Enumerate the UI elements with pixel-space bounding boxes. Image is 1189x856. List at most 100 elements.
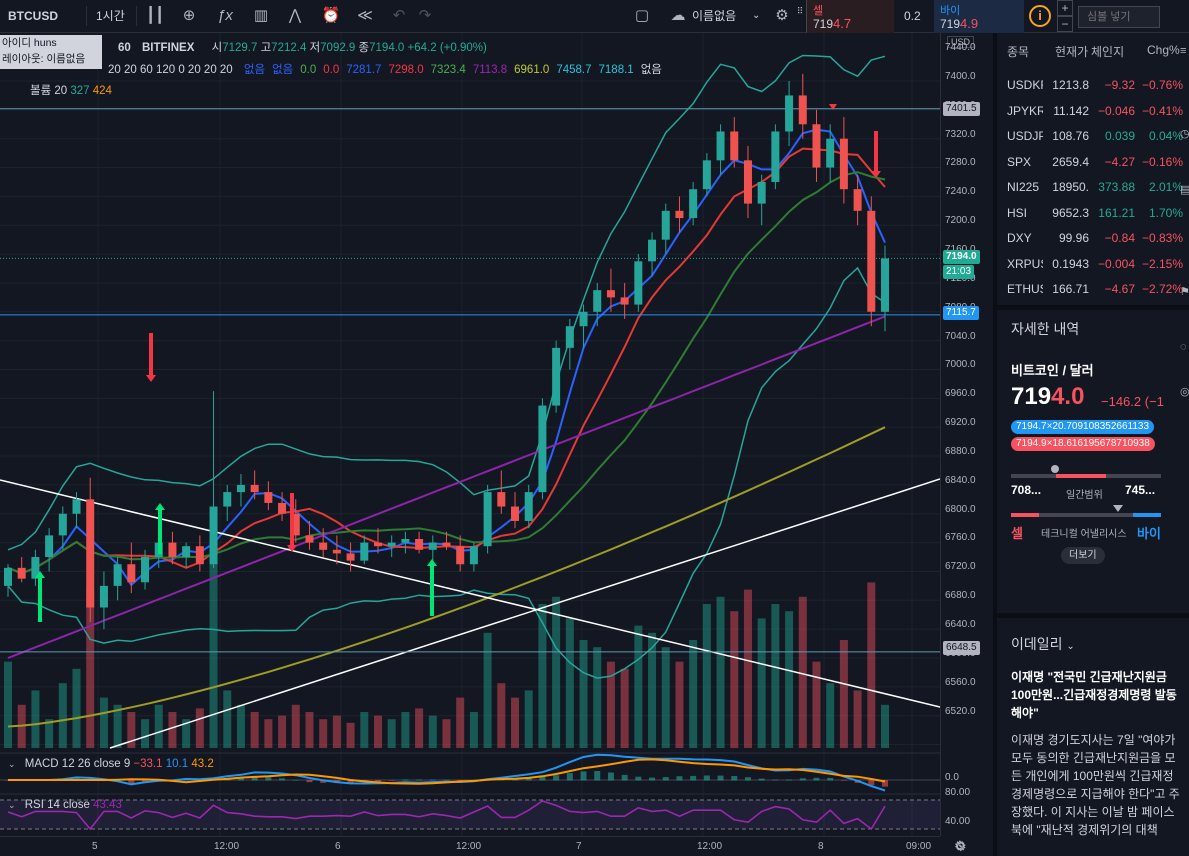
info-icon[interactable]: i (1029, 5, 1051, 27)
interval-button[interactable]: 1시간 (96, 9, 125, 23)
templates-icon[interactable]: ⋀ (288, 7, 302, 24)
cloud-icon[interactable]: ☁ (670, 7, 686, 24)
candle-body (565, 326, 574, 348)
rsi-collapse-icon[interactable]: ⌄ (8, 800, 16, 810)
replay-icon[interactable]: ≪ (357, 7, 373, 24)
wl-price: 18950. (1052, 180, 1089, 194)
legend-close: 7194.0 (369, 42, 405, 54)
layout-chevron-icon[interactable]: ⌄ (752, 10, 761, 21)
price-axis[interactable]: USD 7440.07400.07360.07320.07280.07240.0… (940, 33, 992, 836)
compare-add-icon[interactable]: ⊕ (182, 7, 196, 24)
wl-change: 0.039 (1104, 129, 1135, 143)
sell-button[interactable]: 셀 7194.7 (806, 0, 894, 33)
axis-settings-icon[interactable]: ⚙ (955, 839, 967, 854)
wl-symbol: SPX (1007, 154, 1032, 169)
more-button[interactable]: 더보기 (1061, 547, 1105, 564)
header-change: 체인지 (1091, 45, 1125, 59)
y-tick: 7320.0 (945, 128, 976, 140)
buy-button[interactable]: 바이 7194.9 (934, 0, 1024, 33)
hotlist-icon[interactable]: ⚑ (1180, 286, 1189, 298)
macd-histogram-bar (566, 773, 573, 781)
wl-change: −4.27 (1104, 154, 1135, 169)
macd-histogram-bar (635, 776, 642, 781)
currency-label[interactable]: USD (947, 36, 975, 48)
buy-price-big: 4.9 (960, 16, 979, 31)
chart-settings-icon[interactable]: ⚙ (954, 838, 966, 853)
volume-bar (881, 704, 889, 748)
symbol-search-input[interactable] (1078, 6, 1160, 28)
macd-histogram-bar (306, 780, 313, 783)
volume-bar (456, 697, 465, 748)
details-title: 자세한 내역 (1011, 321, 1080, 337)
candle (826, 124, 835, 182)
ma-value-0: 없음 (243, 64, 266, 76)
candle (511, 492, 520, 529)
buy-arrow (427, 559, 437, 616)
volume-value: 327 (70, 85, 90, 97)
macd-histogram-bar (868, 780, 875, 786)
watchlist-row[interactable]: ETHUSD 166.71 −4.67 −2.72% (1007, 277, 1183, 302)
candle-body (702, 160, 711, 190)
financials-icon[interactable]: ▥ (253, 7, 269, 24)
sell-price-main: 719 (813, 17, 834, 31)
settings-gear-icon[interactable]: ⚙ (775, 7, 789, 24)
macd-histogram-bar (237, 777, 244, 781)
data-window-icon[interactable]: ▤ (1180, 184, 1189, 196)
minus-button[interactable]: − (1057, 16, 1073, 32)
news-body: 이재명 경기도지사는 7일 "여야가 모두 동의한 긴급재난지원금을 모든 개인… (1011, 733, 1180, 837)
plus-button[interactable]: + (1057, 0, 1073, 16)
candle-body (771, 131, 780, 182)
tech-label[interactable]: 테크니컬 어낼리시스 (1041, 529, 1127, 540)
watchlist-row[interactable]: XRPUSD 0.1943 −0.004 −2.15% (1007, 252, 1183, 277)
fullscreen-icon[interactable]: ▢ (634, 7, 650, 24)
broadcast-icon[interactable]: ◎ (1180, 386, 1189, 398)
candle-style-icon[interactable]: ┃┃ (145, 7, 165, 24)
wl-change: 161.21 (1098, 205, 1135, 220)
watchlist-row[interactable]: SPX 2659.4 −4.27 −0.16% (1007, 150, 1183, 175)
redo-icon[interactable]: ↷ (418, 7, 432, 24)
tooltip-user: 아이디 huns (2, 37, 57, 49)
symbol-button[interactable]: BTCUSD (8, 9, 58, 23)
candle-body (387, 542, 396, 547)
indicators-icon[interactable]: ƒx (217, 7, 233, 24)
news-source[interactable]: 이데일리 ⌄ (1011, 636, 1075, 652)
watchlist-row[interactable]: USDJPY 108.76 0.039 0.04% (1007, 124, 1183, 149)
watchlist-row[interactable]: DXY 99.96 −0.84 −0.83% (1007, 226, 1183, 251)
news-headline[interactable]: 이재명 "전국민 긴급재난지원금 100만원...긴급재정경제명령 발동해야" (1011, 670, 1177, 720)
rsi-value: 43.43 (93, 799, 122, 811)
layout-name[interactable]: 이름없음 (692, 9, 737, 23)
top-toolbar: BTCUSD 1시간 ┃┃ ⊕ ƒx ▥ ⋀ ⏰ ≪ ↶ ↷ ▢ ☁ 이름없음 … (0, 0, 1189, 33)
candle (319, 528, 328, 558)
alert-clock-icon[interactable]: ⏰ (321, 7, 341, 24)
ma-value-10: 7188.1 (598, 64, 634, 76)
volume-bar (730, 611, 739, 748)
watchlist-row[interactable]: NI225 18950. 373.88 2.01% (1007, 175, 1183, 200)
y-tick: 6960.0 (945, 388, 976, 400)
volume-bar (442, 719, 451, 748)
x-tick: 5 (92, 841, 98, 852)
watchlist-icon[interactable]: ≡ (1180, 45, 1187, 57)
tooltip-layout: 레이아웃: 이름없음 (2, 53, 86, 65)
bb-lower-line (7, 266, 886, 679)
rsi-label: RSI 14 close (24, 799, 90, 811)
alerts-icon[interactable]: ◷ (1180, 128, 1189, 140)
wl-pct: −2.72% (1141, 282, 1183, 296)
drag-handle-icon[interactable]: ⠿ (796, 6, 804, 16)
candle-body (757, 181, 766, 204)
watchlist-row[interactable]: HSI 9652.3 161.21 1.70% (1007, 201, 1183, 226)
wl-price: 99.96 (1058, 231, 1089, 245)
volume-bars (4, 532, 889, 748)
undo-icon[interactable]: ↶ (392, 7, 406, 24)
macd-collapse-icon[interactable]: ⌄ (8, 759, 16, 769)
watchlist-row[interactable]: JPYKRW 11.142 −0.046 −0.41% (1007, 99, 1183, 124)
candle-body (346, 553, 355, 561)
time-axis[interactable]: 5 12:00 6 12:00 7 12:00 8 09:00 ⚙ (0, 836, 967, 856)
chat-icon[interactable]: ◌ (1180, 341, 1187, 353)
candle (99, 571, 108, 630)
bid-tag: 7194.7×20.709108352661133 (1011, 420, 1155, 434)
watchlist-row[interactable]: USDKRW 1213.8 −9.32 −0.76% (1007, 73, 1183, 98)
candle-body (881, 258, 889, 312)
main-chart[interactable] (0, 33, 940, 836)
macd-histogram-bar (443, 779, 450, 781)
range-low: 708... (1011, 483, 1042, 497)
